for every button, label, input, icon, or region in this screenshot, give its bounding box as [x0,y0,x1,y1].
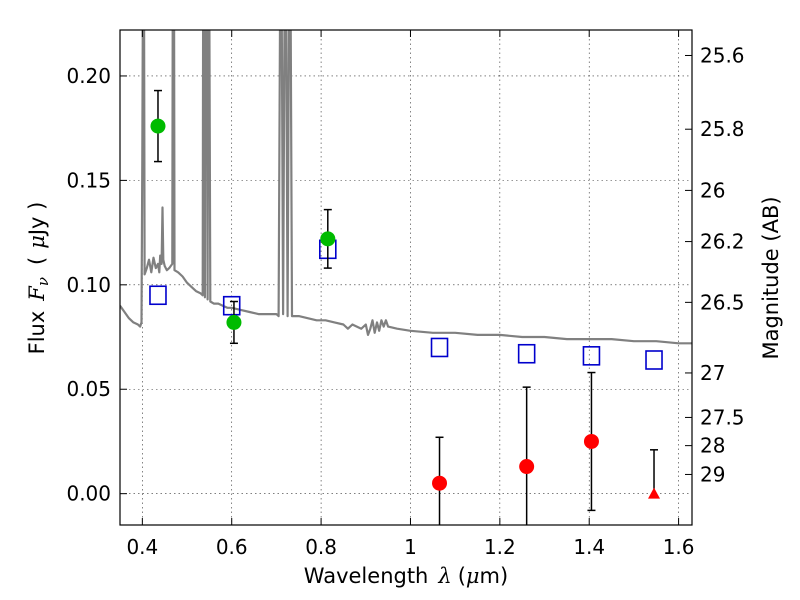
detection-point [320,231,336,247]
model-square-marker [582,346,601,366]
detection-point [150,118,166,134]
y-axis-label: FluxFν(μJy ) [25,202,52,355]
x-tick-label: 1.6 [663,535,695,559]
y2-tick-label: 26.5 [700,290,745,314]
model-square-marker [517,343,536,364]
y2-tick-label: 26 [700,178,725,202]
y2-tick-label: 26.2 [700,230,745,254]
plot-area [120,30,692,525]
x-tick-label: 0.6 [216,535,248,559]
non-detection-point [583,433,599,449]
non-detection-point [519,459,535,475]
spectrum-line [120,30,692,345]
y2-tick-label: 27.5 [700,405,745,429]
y-tick-label: 0.15 [66,168,111,192]
model-square-marker [430,337,449,358]
upper-limit-marker [648,487,661,499]
detection-point [226,314,242,330]
x-tick-label: 1.4 [573,535,605,559]
y2-axis-label: Magnitude (AB) [759,196,783,359]
ticks: 0.4 0.6 0.8 1 1.2 1.4 1.6 0.00 0.05 0.10 0.15 0.20 2… [66,30,745,559]
model-square-marker [222,295,241,316]
x-axis-label: Wavelength λ (μm) [304,564,508,588]
model-square-marker [645,350,663,370]
y2-tick-label: 25.6 [700,43,745,67]
x-tick-label: 0.8 [305,535,337,559]
y-tick-label: 0.05 [66,377,111,401]
y2-tick-label: 27 [700,361,725,385]
model-square-marker [149,285,167,306]
x-tick-label: 0.4 [126,535,158,559]
y2-tick-label: 28 [700,434,725,458]
x-tick-label: 1 [404,535,417,559]
y2-tick-label: 29 [700,462,725,486]
non-detection-point [432,475,448,491]
y-tick-label: 0.20 [66,64,111,88]
x-tick-label: 1.2 [484,535,516,559]
y-tick-label: 0.10 [66,273,111,297]
plot-frame [119,29,693,526]
y2-tick-label: 25.8 [700,117,745,141]
y-tick-label: 0.00 [66,482,111,506]
